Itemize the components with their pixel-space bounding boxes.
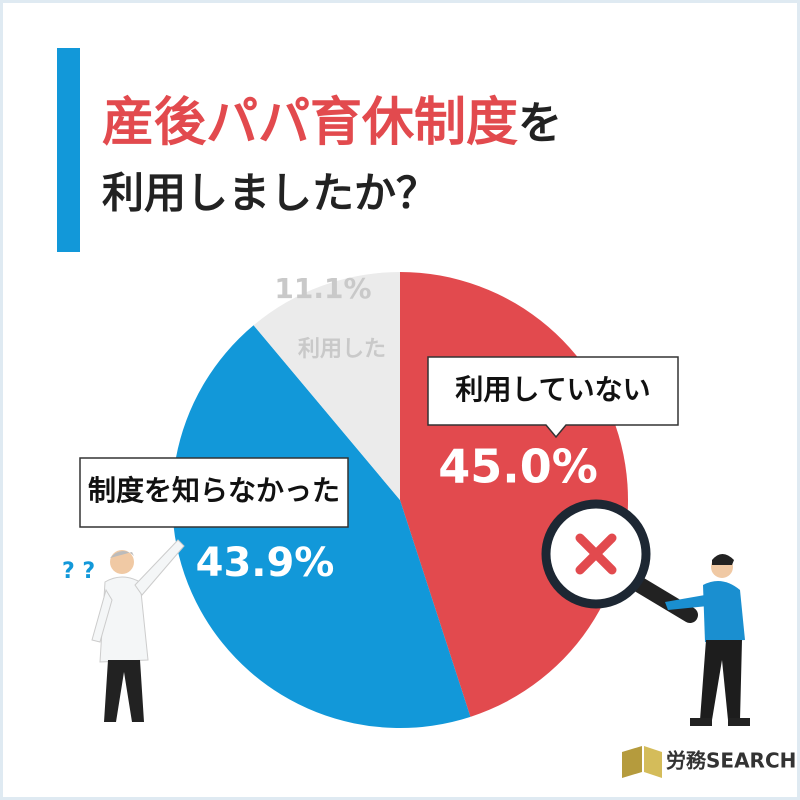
chart-title: 産後パパ育休制度を <box>102 93 562 153</box>
category-label: 利用した <box>298 337 386 362</box>
magnifier <box>541 499 698 623</box>
value-label: 43.9% <box>196 540 335 586</box>
person-left: ? ? <box>62 539 185 722</box>
pie-slice <box>253 272 400 500</box>
callout-box <box>427 356 679 439</box>
category-label: 利用していない <box>455 373 650 406</box>
brand-logo: 労務SEARCH <box>622 746 796 778</box>
title-rest: を <box>518 98 562 149</box>
person-right <box>665 554 750 726</box>
brand-text: 労務SEARCH <box>666 749 796 773</box>
callout-1 <box>79 457 349 528</box>
chart-title-line2: 利用しましたか？ <box>102 169 438 218</box>
callout-box <box>79 457 349 528</box>
question-marks: ? ? <box>62 559 95 584</box>
title-highlight: 産後パパ育休制度 <box>102 93 518 153</box>
value-label: 45.0% <box>438 440 598 494</box>
category-label: 制度を知らなかった <box>88 474 340 507</box>
accent-bar <box>57 48 80 252</box>
value-label: 11.1% <box>274 272 371 305</box>
callout-0 <box>427 356 679 439</box>
